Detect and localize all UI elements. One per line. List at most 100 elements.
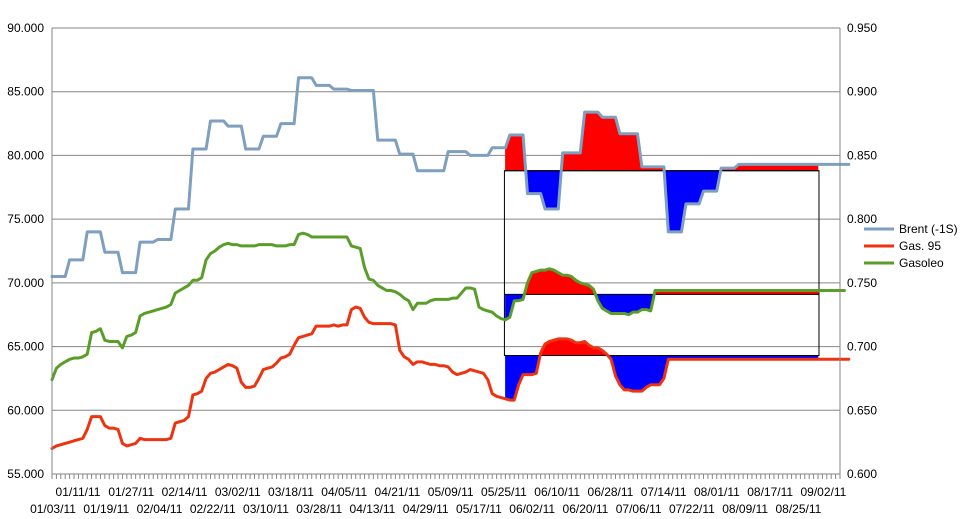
left-tick-label: 70.000 <box>7 276 44 290</box>
x-tick-label: 02/14/11 <box>162 485 208 499</box>
series-line-gas-95 <box>50 305 851 451</box>
x-tick-label: 09/02/11 <box>800 485 846 499</box>
axes <box>51 28 841 479</box>
x-tick-label: 01/11/11 <box>56 485 101 499</box>
right-tick-label: 0.600 <box>847 467 877 481</box>
legend-label: Gas. 95 <box>899 239 941 253</box>
left-tick-label: 60.000 <box>7 403 44 417</box>
right-tick-label: 0.850 <box>847 148 877 162</box>
fill-segment <box>685 170 691 205</box>
x-tick-label: 05/25/11 <box>481 485 527 499</box>
x-tick-label: 04/29/11 <box>403 502 449 516</box>
right-tick-label: 0.950 <box>847 21 877 35</box>
series-lines <box>50 76 851 451</box>
fill-segment <box>646 355 652 388</box>
left-tick-label: 55.000 <box>7 467 44 481</box>
fill-segment <box>562 338 568 356</box>
fill-segment <box>562 274 568 295</box>
x-tick-label: 04/05/11 <box>321 485 367 499</box>
left-tick-label: 80.000 <box>7 148 44 162</box>
fill-segment <box>623 294 629 316</box>
right-tick-label: 0.750 <box>847 276 877 290</box>
x-tick-label: 01/19/11 <box>83 502 129 516</box>
fill-segment <box>522 355 528 375</box>
left-tick-label: 75.000 <box>7 212 44 226</box>
fill-segment <box>549 268 555 295</box>
x-tick-label: 02/04/11 <box>137 502 183 516</box>
x-tick-label: 06/02/11 <box>509 502 555 516</box>
fill-segment <box>527 355 533 375</box>
fill-segment <box>531 170 537 194</box>
x-tick-label: 05/09/11 <box>428 485 474 499</box>
series-line-brent-1s <box>50 76 851 278</box>
fill-segment <box>571 152 577 172</box>
legend-label: Brent (-1S) <box>899 222 958 236</box>
right-tick-label: 0.700 <box>847 340 877 354</box>
legend: Brent (-1S) Gas. 95 Gasoleo <box>864 222 958 270</box>
fill-segment <box>654 355 660 386</box>
right-axis-tick-labels: 0.950 0.900 0.850 0.800 0.750 0.700 0.650 0.600 <box>847 21 877 481</box>
fill-segment <box>535 170 541 194</box>
fill-segment <box>566 274 572 295</box>
fill-segment <box>619 294 625 314</box>
x-tick-label: 07/22/11 <box>669 502 715 516</box>
fill-segment <box>672 170 678 233</box>
fill-segment <box>509 355 515 401</box>
x-tick-label: 03/28/11 <box>296 502 342 516</box>
x-tick-label: 03/18/11 <box>268 485 314 499</box>
fill-segment <box>637 355 643 392</box>
left-tick-label: 90.000 <box>7 21 44 35</box>
fill-segment <box>632 355 638 392</box>
x-tick-label: 03/02/11 <box>215 485 261 499</box>
highlight-boxes <box>503 170 820 356</box>
left-axis-tick-labels: 90.000 85.000 80.000 75.000 70.000 65.000 60.0… <box>7 21 44 481</box>
fill-segment <box>628 355 634 392</box>
fill-segment <box>623 133 629 172</box>
fill-segment <box>628 133 634 172</box>
x-tick-label: 04/13/11 <box>350 502 396 516</box>
fill-segment <box>632 294 638 313</box>
x-axis-tick-labels: 01/03/11 01/19/11 02/04/11 02/22/11 03/10/11… <box>30 485 847 516</box>
x-tick-label: 04/21/11 <box>375 485 421 499</box>
fill-segment <box>584 111 590 172</box>
fill-segment <box>606 116 612 172</box>
fill-segment <box>566 152 572 172</box>
x-tick-label: 08/09/11 <box>722 502 768 516</box>
fill-segment <box>540 269 546 295</box>
legend-label: Gasoleo <box>899 256 944 270</box>
fill-segment <box>513 134 519 172</box>
x-tick-label: 08/25/11 <box>775 502 821 516</box>
x-tick-label: 02/22/11 <box>190 502 236 516</box>
fill-segment <box>615 294 621 314</box>
x-tick-label: 05/17/11 <box>456 502 502 516</box>
fill-segment <box>509 134 515 172</box>
fill-segment <box>544 170 550 210</box>
x-tick-label: 06/20/11 <box>563 502 609 516</box>
right-tick-label: 0.650 <box>847 403 877 417</box>
fill-segment <box>619 133 625 172</box>
fill-segment <box>610 294 616 314</box>
x-tick-label: 08/01/11 <box>694 485 740 499</box>
fill-segment <box>641 355 647 392</box>
fill-segment <box>601 116 607 172</box>
x-tick-label: 03/10/11 <box>243 502 289 516</box>
x-tick-label: 06/28/11 <box>588 485 634 499</box>
fill-segment <box>575 152 581 172</box>
left-tick-label: 65.000 <box>7 340 44 354</box>
fill-segment <box>703 170 709 192</box>
fill-segment <box>650 355 656 386</box>
fill-segment <box>575 342 581 356</box>
fill-segment <box>535 269 541 295</box>
fill-segment <box>707 170 713 192</box>
fill-segment <box>694 170 700 205</box>
fill-segment <box>593 111 599 172</box>
fill-segment <box>557 338 563 356</box>
x-tick-label: 07/14/11 <box>641 485 687 499</box>
fill-segment <box>676 170 682 233</box>
fill-segment <box>610 116 616 172</box>
fill-segment <box>505 355 511 401</box>
x-tick-label: 01/03/11 <box>30 502 76 516</box>
fill-segment <box>549 170 555 210</box>
